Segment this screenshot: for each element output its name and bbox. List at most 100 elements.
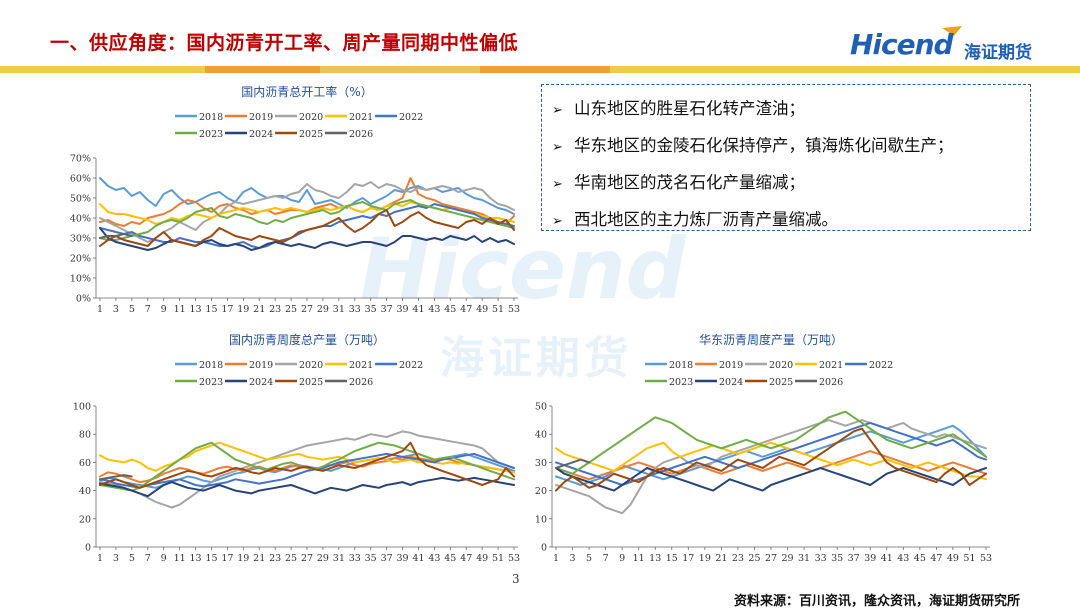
chart-east-output: 华东沥青周度产量（万吨） 2018 2019 2020 2021 2022 2023 2024… <box>520 326 1000 570</box>
series-line-2021 <box>555 441 987 481</box>
note-text: 山东地区的胜星石化转产渣油； <box>574 99 805 118</box>
x-tick-label: 49 <box>476 304 488 315</box>
x-tick-label: 19 <box>237 553 249 564</box>
x-tick-label: 35 <box>831 553 843 564</box>
y-tick-label: 40% <box>70 214 91 225</box>
logo-chinese-text: 海证期货 <box>964 43 1032 63</box>
legend-label: 2024 <box>249 377 273 388</box>
legend-label: 2021 <box>349 112 373 123</box>
x-tick-label: 3 <box>113 553 119 564</box>
series-line-2025 <box>99 441 515 489</box>
series-line-2026 <box>99 474 133 481</box>
x-tick-label: 1 <box>97 553 103 564</box>
legend-label: 2021 <box>349 360 373 371</box>
x-tick-label: 27 <box>765 553 777 564</box>
arrow-bullet-icon: ➢ <box>552 214 563 229</box>
x-tick-label: 47 <box>930 553 942 564</box>
accent-bar-segment <box>0 66 205 73</box>
x-tick-label: 21 <box>253 553 265 564</box>
x-tick-label: 33 <box>349 553 361 564</box>
series-line-2026 <box>555 458 591 469</box>
x-tick-label: 5 <box>586 553 592 564</box>
x-tick-label: 33 <box>815 553 827 564</box>
x-tick-label: 45 <box>444 553 456 564</box>
x-tick-label: 45 <box>914 553 926 564</box>
x-tick-label: 25 <box>748 553 760 564</box>
x-tick-label: 41 <box>412 553 424 564</box>
series-line-2020 <box>99 181 515 243</box>
legend-label: 2024 <box>719 377 743 388</box>
chart-operating-rate-svg: 国内沥青总开工率（%） 2018 2019 2020 2021 2022 2023 2024 2… <box>70 84 520 315</box>
x-tick-label: 29 <box>317 304 329 315</box>
x-tick-label: 37 <box>381 304 393 315</box>
x-tick-label: 17 <box>221 304 233 315</box>
x-tick-label: 11 <box>174 553 186 564</box>
x-tick-label: 37 <box>381 553 393 564</box>
x-tick-label: 43 <box>428 553 440 564</box>
series-line-2023 <box>555 410 987 475</box>
x-tick-label: 43 <box>897 553 909 564</box>
y-tick-label: 50% <box>70 194 91 205</box>
series-line-2022 <box>555 421 987 486</box>
x-tick-label: 21 <box>715 553 727 564</box>
y-tick-label: 0 <box>541 543 547 554</box>
legend-label: 2024 <box>249 129 273 140</box>
x-tick-label: 1 <box>553 553 559 564</box>
legend-label: 2025 <box>769 377 793 388</box>
series-line-2025 <box>555 427 987 492</box>
x-tick-label: 3 <box>113 304 119 315</box>
chart-national-output: 国内沥青周度总产量（万吨） 2018 2019 2020 2021 2022 2023 202… <box>50 326 530 570</box>
chart-title: 国内沥青周度总产量（万吨） <box>229 332 385 347</box>
x-tick-label: 7 <box>603 553 609 564</box>
series-line-2023 <box>99 199 515 241</box>
note-text: 华东地区的金陵石化保持停产，镇海炼化间歇生产； <box>574 136 954 155</box>
x-tick-label: 25 <box>285 553 297 564</box>
arrow-bullet-icon: ➢ <box>552 103 563 118</box>
y-tick-label: 10% <box>70 274 91 285</box>
x-tick-label: 13 <box>189 553 201 564</box>
legend-label: 2026 <box>349 129 373 140</box>
chart-operating-rate: 国内沥青总开工率（%） 2018 2019 2020 2021 2022 2023 2024 2… <box>50 80 530 320</box>
x-tick-label: 15 <box>205 553 217 564</box>
series-line-2026 <box>99 233 133 239</box>
y-tick-label: 60% <box>70 174 91 185</box>
x-tick-label: 11 <box>174 304 186 315</box>
x-tick-label: 23 <box>269 304 281 315</box>
series-line-2021 <box>99 201 515 225</box>
chart-title: 国内沥青总开工率（%） <box>241 84 372 99</box>
note-item: ➢ 山东地区的胜星石化转产渣油； <box>552 91 1022 128</box>
x-tick-label: 23 <box>732 553 744 564</box>
logo-english-text: Hicend <box>850 28 954 61</box>
x-tick-label: 13 <box>189 304 201 315</box>
page-title: 一、供应角度：国内沥青开工率、周产量同期中性偏低 <box>50 32 519 54</box>
x-tick-label: 49 <box>947 553 959 564</box>
x-tick-label: 7 <box>145 304 151 315</box>
x-tick-label: 3 <box>570 553 576 564</box>
chart-title: 华东沥青周度产量（万吨） <box>699 332 843 347</box>
series-line-2019 <box>99 455 515 484</box>
arrow-bullet-icon: ➢ <box>552 177 563 192</box>
hicend-logo: Hicend 海证期货 <box>850 24 1060 64</box>
note-item: ➢ 西北地区的主力炼厂沥青产量缩减。 <box>552 202 1022 239</box>
y-tick-label: 20% <box>70 254 91 265</box>
x-tick-label: 51 <box>492 553 504 564</box>
x-tick-label: 9 <box>161 553 167 564</box>
legend-label: 2022 <box>869 360 893 371</box>
x-tick-label: 41 <box>412 304 424 315</box>
header-accent-bar <box>0 66 1080 73</box>
legend-label: 2018 <box>199 360 223 371</box>
series-line-2023 <box>99 441 515 492</box>
x-tick-label: 41 <box>881 553 893 564</box>
x-tick-label: 39 <box>396 553 408 564</box>
y-tick-label: 50 <box>535 402 547 413</box>
x-tick-label: 53 <box>980 553 992 564</box>
x-tick-label: 35 <box>365 553 377 564</box>
y-tick-label: 20 <box>79 514 91 525</box>
accent-bar-segment <box>480 66 610 73</box>
x-tick-label: 19 <box>699 553 711 564</box>
y-tick-label: 30% <box>70 234 91 245</box>
y-tick-label: 20 <box>535 486 547 497</box>
series-line-2020 <box>99 430 515 509</box>
